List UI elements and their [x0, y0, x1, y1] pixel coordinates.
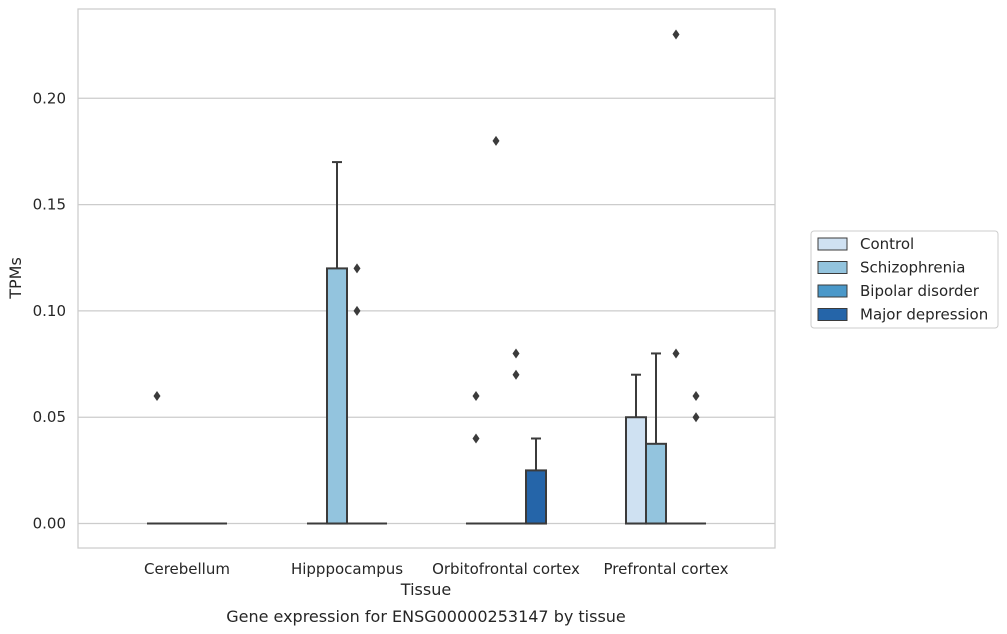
box-plot — [466, 390, 486, 525]
chart-caption: Gene expression for ENSG00000253147 by t… — [226, 607, 626, 626]
y-tick-labels: 0.00 0.05 0.10 0.15 0.20 — [33, 89, 66, 532]
box-plot — [326, 161, 348, 525]
box-plot — [645, 352, 667, 525]
outlier-point — [512, 369, 520, 380]
box-plot — [147, 390, 167, 525]
box-plot — [666, 29, 686, 525]
outlier-point — [492, 135, 500, 146]
x-tick-label: Cerebellum — [144, 560, 230, 578]
box-plot — [486, 135, 506, 525]
y-tick-label: 0.00 — [33, 515, 66, 533]
box-plot — [347, 263, 367, 525]
box-plot — [686, 390, 706, 525]
legend-swatch — [817, 284, 848, 298]
x-tick-label: Hipppocampus — [291, 560, 403, 578]
y-axis-label: TPMs — [6, 257, 25, 300]
outlier-point — [472, 390, 480, 401]
legend-swatch — [817, 237, 848, 251]
box — [326, 267, 348, 525]
x-tick-label: Orbitofrontal cortex — [432, 560, 580, 578]
y-tick-label: 0.10 — [33, 302, 66, 320]
y-tick-label: 0.20 — [33, 89, 66, 107]
plot-frame — [77, 8, 776, 549]
box — [645, 442, 667, 525]
outlier-point — [692, 390, 700, 401]
x-tick-labels: Cerebellum Hipppocampus Orbitofrontal cort… — [144, 560, 729, 578]
legend-label: Major depression — [860, 306, 988, 324]
box-plot — [625, 373, 647, 525]
outlier-point — [672, 348, 680, 359]
outlier-point — [672, 29, 680, 40]
legend-swatch — [817, 261, 848, 274]
outlier-point — [472, 433, 480, 444]
legend-label: Bipolar disorder — [860, 282, 980, 300]
box — [625, 416, 647, 525]
y-tick-label: 0.05 — [33, 408, 66, 426]
outlier-point — [353, 305, 361, 316]
y-tick-label: 0.15 — [33, 196, 66, 214]
grid-lines — [78, 97, 775, 525]
outlier-point — [353, 263, 361, 274]
box — [525, 469, 547, 525]
x-tick-label: Prefrontal cortex — [604, 560, 729, 578]
box-plot — [506, 348, 526, 525]
outlier-point — [153, 390, 161, 401]
x-axis-label: Tissue — [400, 580, 451, 599]
legend-label: Schizophrenia — [860, 259, 965, 277]
box-plot — [525, 437, 547, 525]
outlier-point — [692, 412, 700, 423]
box-plots — [147, 29, 706, 525]
legend: Control Schizophrenia Bipolar disorder Majo… — [810, 230, 999, 329]
legend-swatch — [817, 308, 848, 321]
legend-label: Control — [860, 235, 914, 253]
legend-frame — [810, 230, 999, 329]
outlier-point — [512, 348, 520, 359]
